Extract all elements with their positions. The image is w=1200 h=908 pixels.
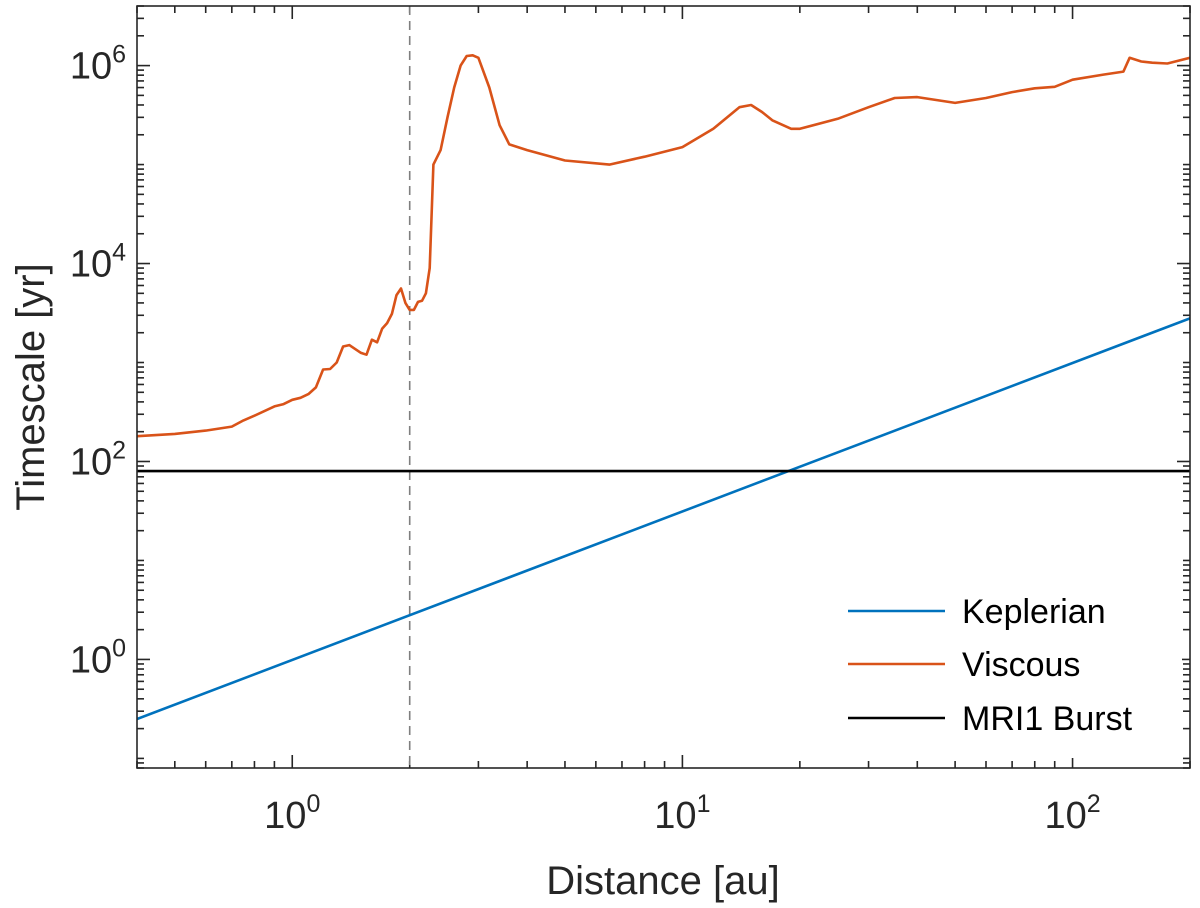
x-axis-label: Distance [au] <box>546 859 779 903</box>
y-tick-label: 100 <box>70 634 126 681</box>
y-tick-label: 102 <box>70 436 126 483</box>
series-viscous-line <box>137 53 1190 438</box>
axes-box <box>136 5 1191 769</box>
legend-label-keplerian: Keplerian <box>962 593 1106 631</box>
legend-label-viscous: Viscous <box>962 646 1080 684</box>
y-tick-label: 106 <box>70 41 126 88</box>
series-keplerian-line <box>137 317 1190 721</box>
series-layer <box>137 53 1190 721</box>
x-tick-label: 102 <box>1044 790 1100 837</box>
y-tick-labels: 100 102 104 106 <box>70 41 126 682</box>
y-tick-label: 104 <box>70 239 126 286</box>
y-axis-label: Timescale [yr] <box>9 263 53 510</box>
x-tick-labels: 100 101 102 <box>264 790 1100 837</box>
legend: Keplerian Viscous MRI1 Burst <box>832 578 1182 758</box>
x-tick-label: 101 <box>654 790 710 837</box>
legend-label-mri1-burst: MRI1 Burst <box>962 700 1133 738</box>
legend-box <box>832 578 1182 758</box>
tick-marks <box>136 5 1191 769</box>
x-tick-label: 100 <box>264 790 320 837</box>
